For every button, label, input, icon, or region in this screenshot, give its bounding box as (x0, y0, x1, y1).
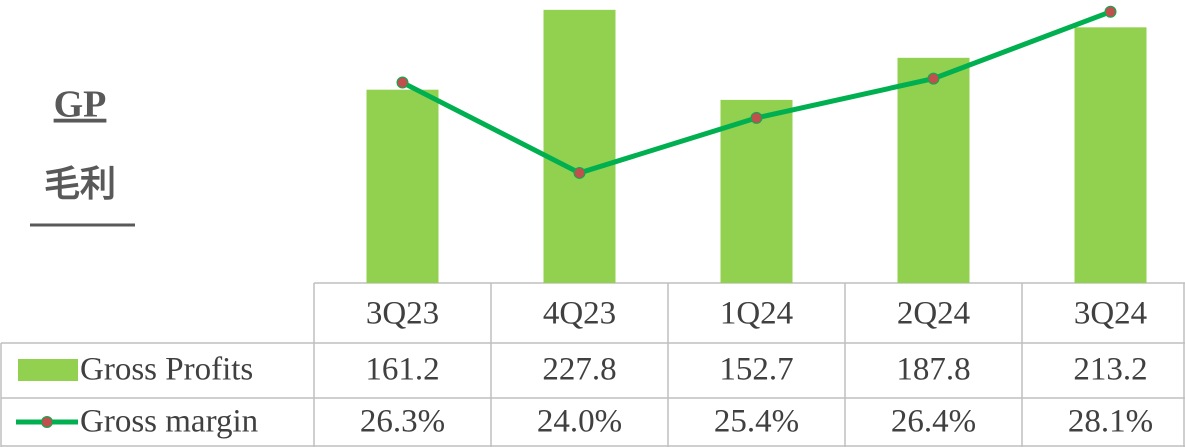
table-value: 26.3% (360, 404, 445, 440)
legend-swatch (18, 359, 78, 381)
table-value: 25.4% (714, 404, 799, 440)
marker (750, 111, 763, 124)
x-tick-label: 3Q24 (1074, 296, 1147, 332)
marker (927, 72, 940, 85)
chart-title: GP (54, 84, 107, 126)
bar (1074, 27, 1147, 283)
table-value: 227.8 (542, 352, 616, 388)
marker (1104, 5, 1117, 18)
table-value: 161.2 (365, 352, 439, 388)
x-tick-label: 1Q24 (720, 296, 793, 332)
bar (366, 89, 439, 283)
legend-label: Gross Profits (80, 352, 253, 388)
chart-subtitle: 毛利 (44, 164, 116, 205)
bar (720, 99, 793, 283)
table-value: 28.1% (1068, 404, 1153, 440)
table-value: 213.2 (1073, 352, 1147, 388)
table-value: 26.4% (891, 404, 976, 440)
table-value: 152.7 (719, 352, 793, 388)
bar (543, 9, 616, 284)
x-tick-label: 3Q23 (366, 296, 439, 332)
x-tick-label: 2Q24 (897, 296, 970, 332)
x-tick-label: 4Q23 (543, 296, 616, 332)
table-value: 24.0% (537, 404, 622, 440)
table-value: 187.8 (896, 352, 970, 388)
legend-swatch (41, 416, 53, 428)
marker (573, 166, 586, 179)
marker (396, 76, 409, 89)
legend-label: Gross margin (80, 404, 258, 440)
bar (897, 57, 970, 284)
